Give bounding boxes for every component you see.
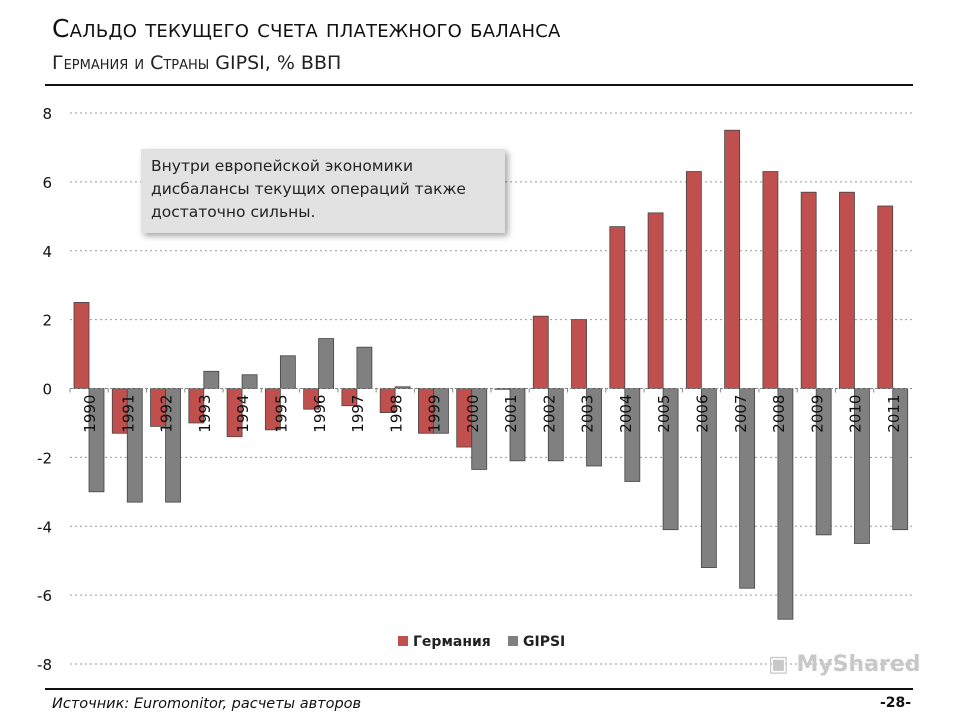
- watermark-text: MyShared: [796, 652, 921, 677]
- x-tick-label: 1991: [119, 395, 137, 433]
- source-note: Источник: Euromonitor, расчеты авторов: [52, 696, 362, 712]
- x-tick-label: 2008: [770, 395, 788, 433]
- x-tick-label: 1997: [349, 395, 367, 433]
- bar-germany: [226, 388, 243, 438]
- legend-swatch: [398, 636, 408, 646]
- legend-swatch: [508, 636, 518, 646]
- x-tick-label: 1993: [196, 395, 214, 433]
- bar-gipsi: [241, 374, 258, 389]
- bar-germany: [800, 191, 817, 389]
- annotation-callout: Внутри европейской экономики дисбалансы …: [141, 149, 505, 233]
- watermark-logo: ▣ MyShared: [768, 652, 921, 678]
- bar-gipsi: [586, 388, 602, 467]
- x-tick-label: 2003: [579, 395, 597, 433]
- y-tick-label: -8: [37, 656, 52, 674]
- x-tick-label: 2011: [885, 395, 903, 433]
- bar-germany: [685, 171, 702, 389]
- bar-germany: [341, 388, 358, 407]
- x-tick-label: 2004: [617, 395, 635, 433]
- x-tick-label: 1990: [81, 395, 99, 433]
- y-tick-label: -6: [37, 587, 52, 605]
- x-tick-label: 1998: [387, 395, 405, 433]
- page-title: Сальдо текущего счета платежного баланса: [52, 14, 561, 43]
- y-tick-label: 0: [42, 381, 52, 399]
- bar-germany: [571, 319, 587, 389]
- page-number: -28-: [880, 695, 912, 711]
- bar-germany: [724, 129, 741, 389]
- bar-gipsi: [700, 388, 717, 568]
- y-tick-label: 6: [42, 174, 52, 192]
- y-tick-label: -2: [37, 449, 52, 467]
- x-tick-label: 1994: [234, 395, 252, 433]
- legend-label: Германия: [413, 634, 491, 650]
- bar-germany: [73, 302, 90, 389]
- bar-germany: [839, 191, 855, 389]
- bar-gipsi: [165, 388, 181, 503]
- bar-germany: [532, 315, 549, 389]
- x-tick-label: 2006: [694, 395, 712, 433]
- bar-germany: [647, 212, 664, 389]
- bar-gipsi: [471, 388, 488, 470]
- x-tick-label: 2000: [464, 395, 482, 433]
- x-tick-label: 2010: [847, 395, 865, 433]
- bar-gipsi: [815, 388, 832, 536]
- x-tick-label: 1996: [311, 395, 329, 433]
- watermark-icon: ▣: [768, 652, 797, 677]
- y-tick-label: 2: [42, 312, 52, 330]
- x-tick-label: 2005: [655, 395, 673, 433]
- x-tick-label: 1995: [273, 395, 291, 433]
- y-tick-label: -4: [37, 518, 52, 536]
- x-tick-label: 1992: [158, 395, 176, 433]
- x-tick-label: 2007: [732, 395, 750, 433]
- x-tick-label: 2009: [808, 395, 826, 433]
- x-tick-label: 1999: [426, 395, 444, 433]
- bar-gipsi: [279, 355, 296, 389]
- bar-gipsi: [203, 370, 220, 389]
- bottom-divider: [45, 688, 913, 690]
- bar-germany: [877, 205, 894, 389]
- x-tick-label: 2001: [502, 395, 520, 433]
- bar-gipsi: [318, 338, 335, 389]
- y-tick-label: 4: [42, 243, 52, 261]
- bar-germany: [609, 226, 626, 389]
- bar-germany: [762, 171, 779, 389]
- bar-gipsi: [356, 346, 373, 389]
- y-tick-label: 8: [42, 105, 52, 123]
- page-subtitle: Германия и Страны GIPSI, % ВВП: [52, 52, 342, 74]
- bar-gipsi: [126, 388, 143, 503]
- x-tick-label: 2002: [540, 395, 558, 433]
- top-divider: [45, 84, 913, 86]
- legend-label: GIPSI: [523, 634, 565, 650]
